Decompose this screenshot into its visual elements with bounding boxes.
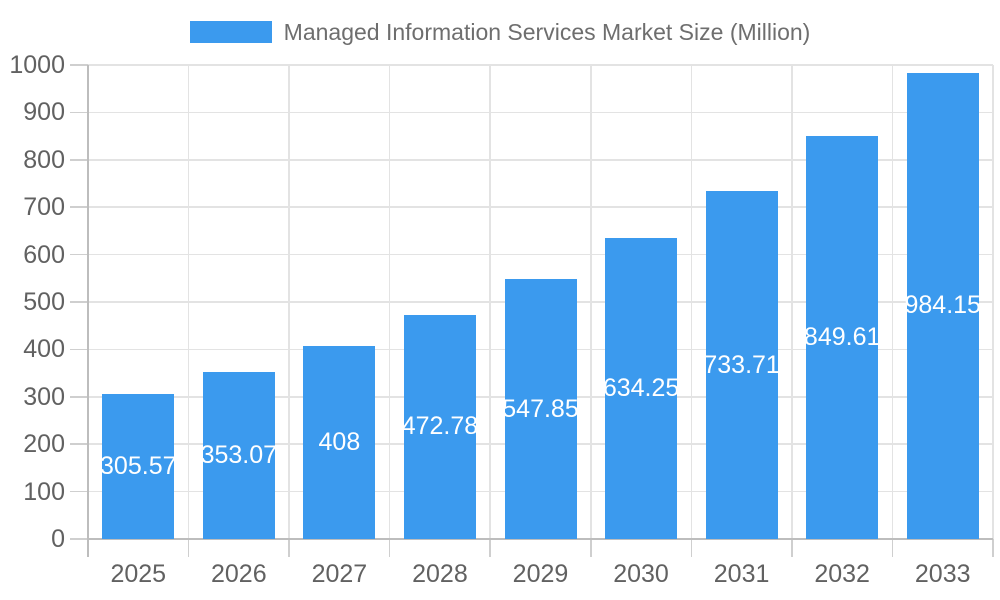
chart-legend: Managed Information Services Market Size… — [0, 10, 1000, 54]
y-tick-label: 800 — [23, 145, 65, 174]
bar[interactable] — [504, 279, 577, 539]
y-axis-tick — [70, 538, 88, 540]
gridline-vertical — [288, 65, 290, 539]
x-axis-tick — [690, 539, 693, 557]
x-axis-tick — [489, 539, 491, 557]
y-axis-line — [87, 65, 89, 557]
bar[interactable] — [303, 345, 376, 539]
bar[interactable] — [202, 371, 275, 539]
x-axis-line — [87, 538, 993, 540]
y-axis-tick — [70, 253, 88, 256]
y-tick-label: 200 — [23, 430, 65, 459]
y-axis-tick — [70, 64, 88, 66]
x-axis-tick — [791, 539, 793, 557]
y-axis-tick — [70, 111, 88, 114]
bar[interactable] — [403, 314, 476, 539]
x-axis-tick — [891, 539, 894, 557]
gridline-vertical — [388, 65, 391, 539]
bar[interactable] — [102, 394, 175, 539]
y-tick-label: 600 — [23, 240, 65, 269]
bar[interactable] — [605, 238, 678, 539]
bar[interactable] — [906, 72, 979, 539]
legend-item[interactable]: Managed Information Services Market Size… — [189, 18, 811, 46]
bar[interactable] — [806, 136, 879, 539]
y-axis-tick — [70, 396, 88, 398]
gridline-horizontal — [88, 206, 993, 208]
y-axis-tick — [70, 443, 88, 445]
x-tick-label: 2033 — [914, 560, 971, 588]
gridline-vertical — [187, 65, 190, 539]
legend-label: Managed Information Services Market Size… — [283, 18, 811, 45]
x-tick-label: 2028 — [412, 560, 468, 588]
x-axis-tick — [590, 539, 592, 557]
gridline-horizontal — [88, 253, 993, 256]
gridline-horizontal — [88, 64, 993, 66]
x-tick-label: 2025 — [110, 560, 167, 588]
x-tick-label: 2030 — [613, 560, 669, 588]
x-axis-tick — [288, 539, 290, 557]
y-tick-label: 300 — [23, 382, 65, 411]
x-tick-label: 2029 — [512, 560, 569, 588]
gridline-horizontal — [88, 159, 993, 161]
y-tick-label: 900 — [23, 98, 65, 127]
y-tick-label: 400 — [23, 335, 65, 364]
x-tick-label: 2032 — [814, 560, 870, 588]
gridline-vertical — [489, 65, 491, 539]
gridline-vertical — [791, 65, 793, 539]
gridline-vertical — [891, 65, 894, 539]
bar[interactable] — [705, 191, 778, 539]
x-tick-label: 2031 — [713, 560, 770, 588]
y-axis-tick — [70, 348, 88, 351]
x-tick-label: 2026 — [211, 560, 267, 588]
y-axis-tick — [70, 206, 88, 208]
gridline-vertical — [590, 65, 592, 539]
y-axis-tick — [70, 301, 88, 303]
y-tick-label: 500 — [23, 288, 65, 316]
y-tick-label: 700 — [23, 193, 65, 222]
gridline-vertical — [992, 65, 994, 539]
gridline-vertical — [690, 65, 693, 539]
y-axis-tick — [70, 159, 88, 161]
y-tick-label: 0 — [51, 525, 65, 553]
y-tick-label: 100 — [23, 477, 65, 506]
legend-swatch-icon — [189, 21, 272, 43]
y-tick-label: 1000 — [9, 51, 65, 79]
y-axis-tick — [70, 490, 88, 493]
x-axis-tick — [388, 539, 391, 557]
x-tick-label: 2027 — [311, 560, 368, 588]
x-axis-tick — [992, 539, 994, 557]
gridline-horizontal — [88, 111, 993, 114]
x-axis-tick — [187, 539, 190, 557]
